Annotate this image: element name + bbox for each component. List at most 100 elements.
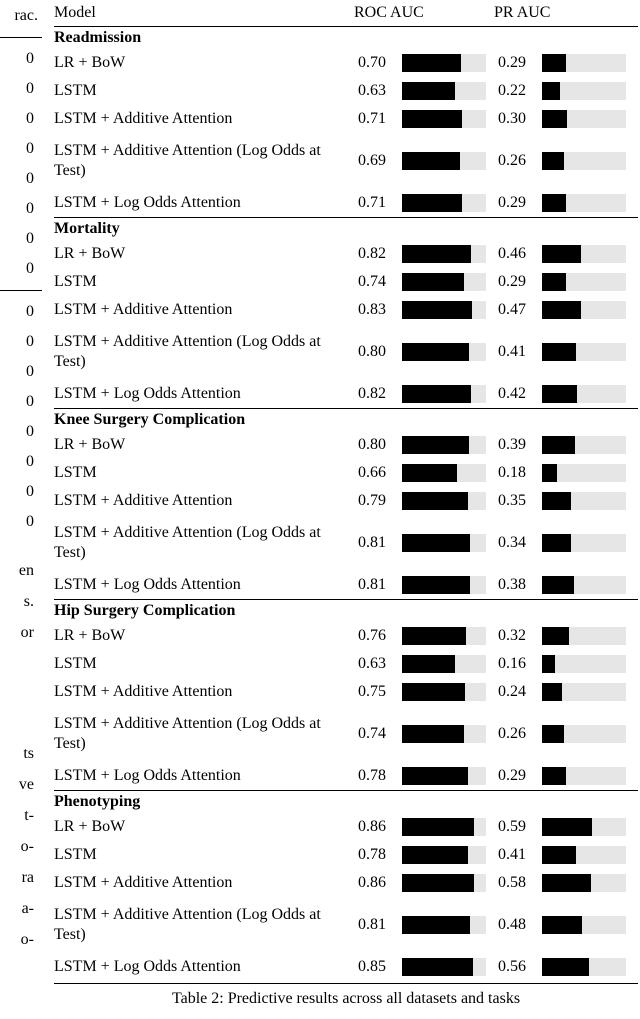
model-cell: LR + BoW <box>54 244 358 264</box>
section-title: Mortality <box>54 217 638 240</box>
bar-fill <box>542 82 560 100</box>
table-row: LSTM + Additive Attention0.860.58 <box>54 869 638 897</box>
pr-value: 0.29 <box>498 54 536 72</box>
left-frag-text: 0 <box>0 44 38 74</box>
table-row: LSTM + Log Odds Attention0.810.38 <box>54 571 638 599</box>
pr-value: 0.35 <box>498 492 536 510</box>
bar-track <box>542 725 626 743</box>
bar-track <box>542 82 626 100</box>
left-frag-text: 0 <box>0 134 38 164</box>
bar-track <box>542 916 626 934</box>
left-frag-text: ts <box>0 738 38 769</box>
roc-value: 0.80 <box>358 436 396 454</box>
roc-cell: 0.83 <box>358 301 498 319</box>
bar-track <box>402 152 486 170</box>
model-cell: LSTM + Log Odds Attention <box>54 766 358 786</box>
roc-cell: 0.85 <box>358 958 498 976</box>
section-title: Hip Surgery Complication <box>54 599 638 622</box>
bar-track <box>402 767 486 785</box>
header-model: Model <box>54 4 354 22</box>
table-row: LSTM + Additive Attention (Log Odds at T… <box>54 515 638 571</box>
section-title: Knee Surgery Complication <box>54 408 638 431</box>
pr-value: 0.38 <box>498 576 536 594</box>
header-roc: ROC AUC <box>354 4 494 22</box>
bar-track <box>542 627 626 645</box>
table-row: LSTM + Additive Attention (Log Odds at T… <box>54 706 638 762</box>
pr-value: 0.29 <box>498 767 536 785</box>
bar-track <box>542 245 626 263</box>
roc-cell: 0.75 <box>358 683 498 701</box>
bar-fill <box>402 627 466 645</box>
bar-fill <box>542 534 571 552</box>
table-row: LR + BoW0.800.39 <box>54 431 638 459</box>
bar-track <box>402 655 486 673</box>
roc-value: 0.83 <box>358 301 396 319</box>
bar-fill <box>542 343 576 361</box>
pr-cell: 0.26 <box>498 152 638 170</box>
left-frag-text: a- <box>0 893 38 924</box>
bar-fill <box>542 436 575 454</box>
pr-cell: 0.29 <box>498 54 638 72</box>
bar-fill <box>402 492 468 510</box>
table-row: LSTM0.660.18 <box>54 459 638 487</box>
bar-fill <box>402 655 455 673</box>
bar-fill <box>402 436 469 454</box>
bar-fill <box>542 655 555 673</box>
bar-track <box>402 492 486 510</box>
pr-value: 0.30 <box>498 110 536 128</box>
bar-track <box>542 152 626 170</box>
pr-cell: 0.48 <box>498 916 638 934</box>
bar-fill <box>402 534 470 552</box>
bar-track <box>542 958 626 976</box>
pr-cell: 0.34 <box>498 534 638 552</box>
bar-fill <box>402 273 464 291</box>
left-frag-text: en <box>0 555 38 586</box>
pr-cell: 0.24 <box>498 683 638 701</box>
roc-cell: 0.81 <box>358 916 498 934</box>
bar-track <box>542 273 626 291</box>
bar-track <box>402 725 486 743</box>
roc-value: 0.74 <box>358 725 396 743</box>
section-title: Readmission <box>54 26 638 49</box>
bar-track <box>542 464 626 482</box>
model-cell: LSTM <box>54 463 358 483</box>
pr-value: 0.29 <box>498 194 536 212</box>
pr-cell: 0.29 <box>498 273 638 291</box>
table-row: LSTM + Log Odds Attention0.710.29 <box>54 189 638 217</box>
roc-cell: 0.74 <box>358 273 498 291</box>
bar-track <box>402 534 486 552</box>
roc-cell: 0.69 <box>358 152 498 170</box>
roc-value: 0.63 <box>358 82 396 100</box>
roc-value: 0.74 <box>358 273 396 291</box>
roc-value: 0.86 <box>358 874 396 892</box>
left-frag-text: ve <box>0 769 38 800</box>
roc-value: 0.63 <box>358 655 396 673</box>
roc-cell: 0.74 <box>358 725 498 743</box>
model-cell: LSTM <box>54 272 358 292</box>
bar-fill <box>402 846 468 864</box>
pr-cell: 0.56 <box>498 958 638 976</box>
model-cell: LSTM + Additive Attention (Log Odds at T… <box>54 141 358 181</box>
bar-fill <box>542 683 562 701</box>
left-frag-text: o- <box>0 831 38 862</box>
pr-cell: 0.22 <box>498 82 638 100</box>
left-frag-text: 0 <box>0 417 38 447</box>
left-frag-text: 0 <box>0 164 38 194</box>
table-row: LR + BoW0.760.32 <box>54 622 638 650</box>
model-cell: LSTM <box>54 81 358 101</box>
pr-cell: 0.32 <box>498 627 638 645</box>
bar-fill <box>402 194 462 212</box>
bar-fill <box>542 916 582 934</box>
roc-value: 0.79 <box>358 492 396 510</box>
model-cell: LR + BoW <box>54 817 358 837</box>
pr-cell: 0.42 <box>498 385 638 403</box>
bar-fill <box>542 767 566 785</box>
bar-track <box>402 576 486 594</box>
bar-track <box>402 846 486 864</box>
bar-fill <box>402 725 464 743</box>
model-cell: LR + BoW <box>54 53 358 73</box>
bar-fill <box>402 54 461 72</box>
left-frag-text: 0 <box>0 327 38 357</box>
roc-value: 0.78 <box>358 846 396 864</box>
bar-track <box>402 627 486 645</box>
